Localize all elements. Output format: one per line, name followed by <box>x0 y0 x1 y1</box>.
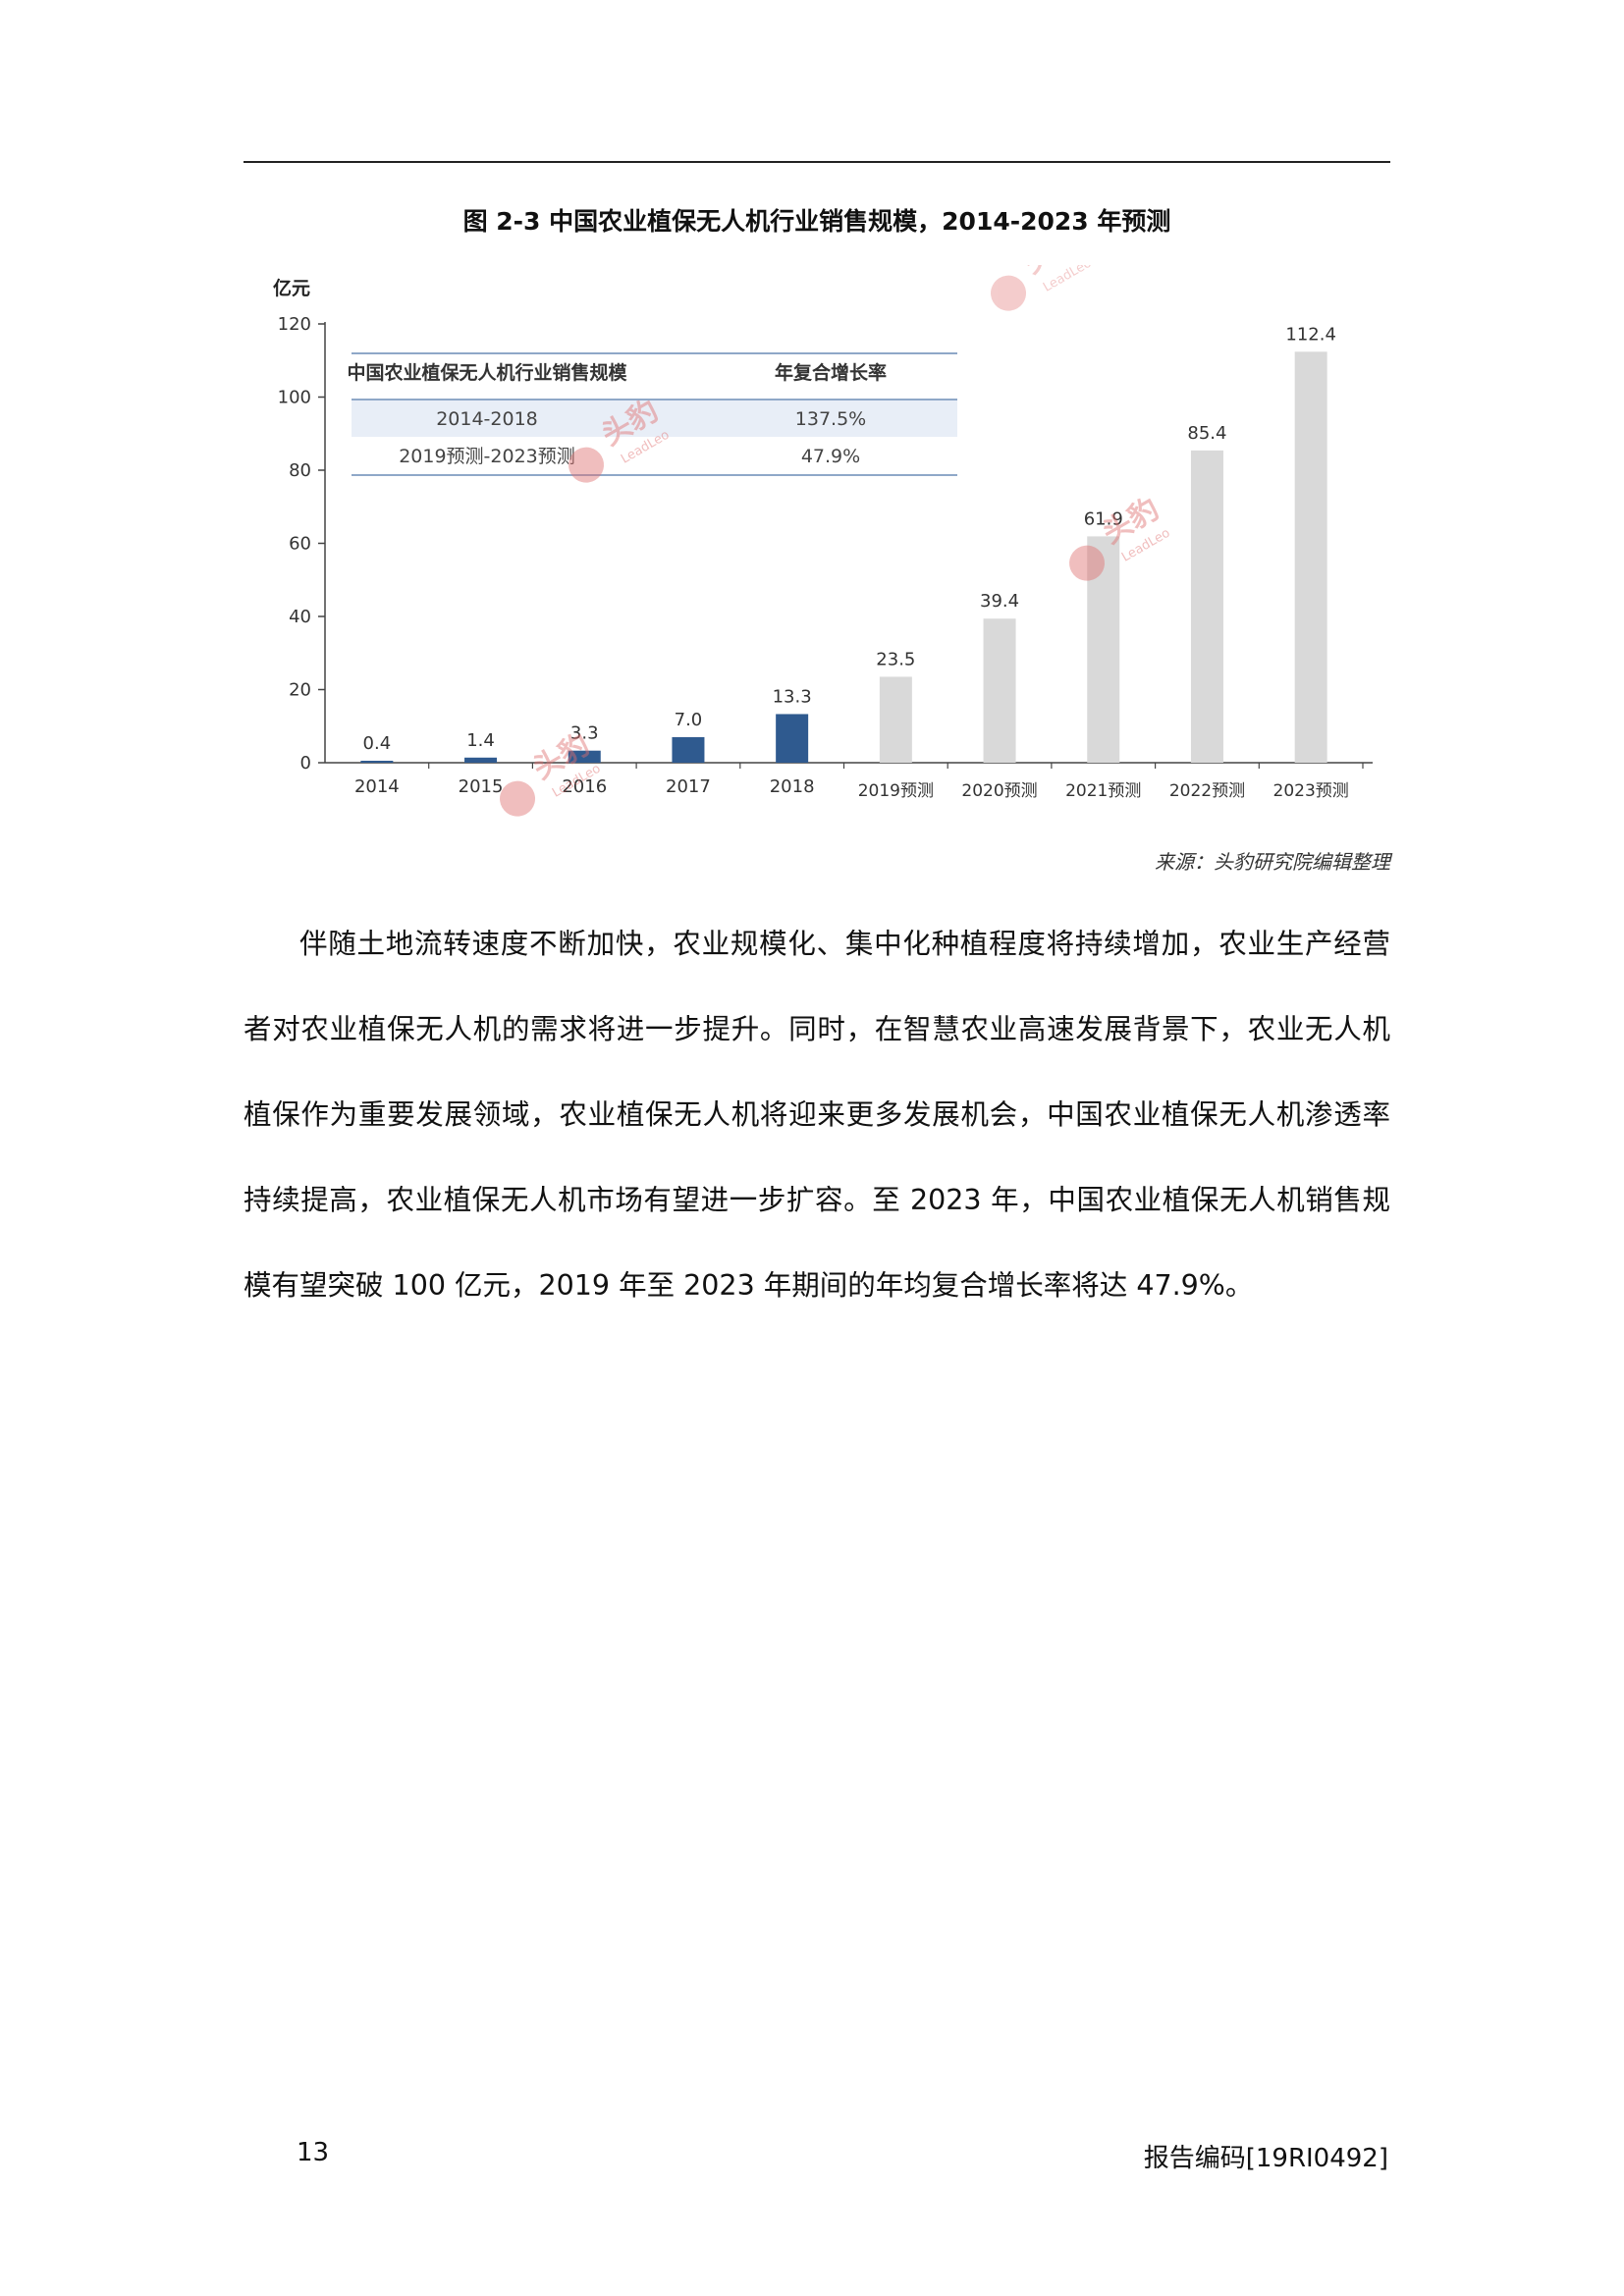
y-tick-label: 60 <box>289 534 311 555</box>
bar-2017 <box>672 736 705 763</box>
x-tick-label: 2014 <box>354 776 400 797</box>
bar-2016 <box>568 750 601 763</box>
page-number: 13 <box>297 2138 330 2167</box>
bar-value-label: 7.0 <box>675 710 703 730</box>
x-tick-label: 2019预测 <box>858 781 934 801</box>
bar-value-label: 112.4 <box>1285 324 1336 345</box>
table-cell-period: 2019预测-2023预测 <box>399 446 575 467</box>
bar-value-label: 1.4 <box>466 730 495 751</box>
bar-2022预测 <box>1190 450 1223 763</box>
x-tick-label: 2023预测 <box>1273 781 1349 801</box>
bar-value-label: 85.4 <box>1187 423 1226 444</box>
bar-value-label: 13.3 <box>773 686 812 707</box>
x-tick-label: 2017 <box>666 776 711 797</box>
sales-bar-chart: 亿元 0 20 40 60 80 100 120 0.4 2014 1.4 2015 3.3 2016 7.… <box>273 265 1373 817</box>
bar-2014 <box>360 761 394 763</box>
bar-value-label: 3.3 <box>570 723 599 744</box>
table-cell-cagr: 137.5% <box>795 408 866 430</box>
report-code: 报告编码[19RI0492] <box>1143 2144 1388 2173</box>
table-cell-cagr: 47.9% <box>801 446 860 467</box>
bar-value-label: 23.5 <box>876 649 915 669</box>
y-axis-unit: 亿元 <box>273 277 310 299</box>
x-tick-label: 2020预测 <box>961 781 1037 801</box>
table-cell-period: 2014-2018 <box>436 408 538 430</box>
bar-2021预测 <box>1087 536 1120 763</box>
figure-title: 图 2-3 中国农业植保无人机行业销售规模，2014-2023 年预测 <box>462 207 1171 236</box>
y-tick-label: 0 <box>300 753 311 774</box>
bar-2023预测 <box>1294 351 1327 763</box>
y-tick-label: 80 <box>289 460 311 481</box>
source-note: 来源：头豹研究院编辑整理 <box>1155 850 1390 874</box>
table-row-band <box>352 400 957 437</box>
bar-value-label: 61.9 <box>1084 508 1123 529</box>
x-tick-label: 2015 <box>459 776 504 797</box>
x-tick-label: 2021预测 <box>1065 781 1141 801</box>
bar-value-label: 39.4 <box>980 591 1019 612</box>
bar-2020预测 <box>983 618 1016 763</box>
y-tick-label: 100 <box>278 388 311 408</box>
body-paragraph: 伴随土地流转速度不断加快，农业规模化、集中化种植程度将持续增加，农业生产经营者对… <box>244 928 1390 1302</box>
table-header-cagr: 年复合增长率 <box>775 361 887 384</box>
x-tick-label: 2016 <box>562 776 607 797</box>
y-tick-label: 20 <box>289 680 311 701</box>
bar-2019预测 <box>879 676 912 763</box>
x-tick-label: 2022预测 <box>1169 781 1245 801</box>
y-tick-label: 40 <box>289 607 311 627</box>
x-tick-label: 2018 <box>770 776 815 797</box>
bar-value-label: 0.4 <box>363 733 392 754</box>
bar-2015 <box>464 757 498 763</box>
table-header-metric: 中国农业植保无人机行业销售规模 <box>347 361 627 384</box>
chart-container: 亿元 0 20 40 60 80 100 120 0.4 2014 1.4 2015 3.3 2016 7.… <box>244 265 1390 834</box>
y-tick-label: 120 <box>278 314 311 335</box>
bar-2018 <box>776 714 809 763</box>
header-rule <box>244 161 1390 163</box>
